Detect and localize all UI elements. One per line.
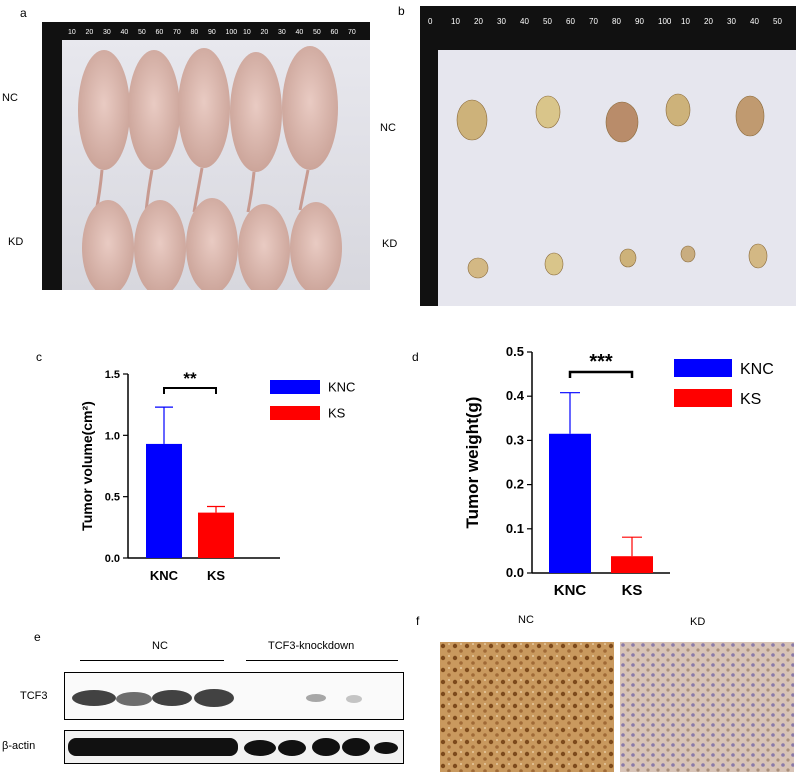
row-label-kd-a: KD: [8, 236, 24, 248]
ruler-label: 30: [727, 17, 736, 26]
ruler-label: 60: [566, 17, 575, 26]
x-tick-label: KS: [207, 568, 225, 583]
ruler-label: 40: [750, 17, 759, 26]
ruler-label: 60: [156, 29, 164, 36]
ruler-label: 50: [543, 17, 552, 26]
significance-bracket: [163, 387, 217, 394]
x-tick-label: KNC: [554, 582, 587, 599]
ihc-image-nc: [440, 642, 614, 772]
ruler-label: 70: [173, 29, 181, 36]
y-tick-label: 1.5: [105, 369, 120, 381]
legend-label: KNC: [328, 380, 355, 395]
panel-label-b: b: [398, 4, 405, 18]
ruler-label: 40: [121, 29, 129, 36]
legend-swatch: [270, 380, 320, 394]
y-tick-label: 0.4: [506, 388, 525, 403]
mouse-row-nc: [78, 46, 338, 213]
tumor-row-kd: [467, 243, 768, 279]
ruler-label: 10: [451, 17, 460, 26]
group-line-knockdown: [246, 660, 398, 661]
ruler-label: 100: [226, 29, 238, 36]
ihc-image-kd: [620, 642, 794, 772]
blot-tcf3: [64, 672, 404, 720]
y-axis-label: Tumor volume(cm²): [79, 401, 95, 531]
ruler-label: 80: [191, 29, 199, 36]
ruler-label: 20: [86, 29, 94, 36]
tumor-volume-chart: 0.0 0.5 1.0 1.5 Tumor volume(cm²) KNC KS ** KNC K…: [79, 369, 355, 583]
ruler-label: 50: [313, 29, 321, 36]
horizontal-ruler: [62, 22, 370, 40]
bar-ks: [611, 556, 653, 573]
legend-swatch: [674, 389, 732, 407]
y-tick-label: 1.0: [105, 430, 120, 442]
group-line-nc: [80, 660, 224, 661]
bar-knc: [549, 433, 591, 573]
ruler-label: 100: [658, 17, 672, 26]
y-tick-label: 0.1: [506, 521, 524, 536]
legend-swatch: [674, 359, 732, 377]
horizontal-ruler: [420, 6, 796, 50]
y-tick-label: 0.0: [105, 553, 120, 565]
ruler-label: 0: [428, 17, 433, 26]
vertical-ruler: [42, 22, 62, 290]
row-label-nc-b: NC: [380, 122, 396, 134]
ruler-label: 20: [474, 17, 483, 26]
legend-label: KS: [740, 391, 761, 408]
panel-label-e: e: [34, 630, 41, 644]
mice-photo: 10 20 30 40 50 60 70 80 90 100 10 20 30 40 50 60 70: [42, 22, 370, 290]
ruler-label: 90: [635, 17, 644, 26]
ruler-label: 10: [68, 29, 76, 36]
y-tick-label: 0.3: [506, 432, 524, 447]
bar-knc: [146, 443, 182, 558]
ruler-label: 10: [243, 29, 251, 36]
panel-label-f: f: [416, 614, 420, 628]
ruler-label: 10: [681, 17, 690, 26]
panel-label-c: c: [36, 350, 42, 364]
tumors-photo: 0 10 20 30 40 50 60 70 80 90 100 10 20 30 40 50: [420, 6, 796, 306]
mouse-row-kd: [82, 198, 342, 290]
panel-label-a: a: [20, 6, 27, 20]
blot-label-actin: β-actin: [2, 740, 36, 752]
ruler-label: 30: [103, 29, 111, 36]
ruler-label: 80: [612, 17, 621, 26]
bar-ks: [198, 512, 234, 558]
ruler-label: 30: [497, 17, 506, 26]
group-label-nc: NC: [152, 640, 168, 652]
vertical-ruler: [420, 50, 438, 306]
blot-label-tcf3: TCF3: [20, 690, 48, 702]
y-axis-label: Tumor weight(g): [463, 397, 482, 529]
ruler-label: 50: [138, 29, 146, 36]
panel-label-d: d: [412, 350, 419, 364]
ruler-label: 90: [208, 29, 216, 36]
x-tick-label: KNC: [150, 568, 179, 583]
y-tick-label: 0.0: [506, 565, 524, 580]
row-label-kd-b: KD: [382, 238, 398, 250]
significance-label: ***: [589, 351, 613, 373]
ruler-label: 40: [296, 29, 304, 36]
ruler-label: 20: [704, 17, 713, 26]
y-tick-label: 0.5: [105, 492, 120, 504]
group-label-knockdown: TCF3-knockdown: [268, 640, 355, 652]
ruler-label: 70: [348, 29, 356, 36]
ihc-label-kd: KD: [690, 616, 706, 628]
y-tick-label: 0.2: [506, 477, 524, 492]
x-tick-label: KS: [622, 582, 643, 599]
ruler-label: 20: [261, 29, 269, 36]
ruler-label: 50: [773, 17, 782, 26]
tumor-weight-chart: 0.0 0.1 0.2 0.3 0.4 0.5 Tumor weight(g) KNC KS **…: [463, 344, 774, 599]
row-label-nc-a: NC: [2, 92, 18, 104]
blot-actin: [64, 730, 404, 764]
significance-label: **: [183, 369, 197, 388]
significance-bracket: [568, 370, 634, 378]
tumor-row-nc: [456, 93, 765, 143]
ruler-label: 60: [331, 29, 339, 36]
ruler-label: 40: [520, 17, 529, 26]
y-tick-label: 0.5: [506, 344, 524, 359]
ruler-label: 30: [278, 29, 286, 36]
legend-label: KS: [328, 406, 346, 421]
ihc-label-nc: NC: [518, 614, 534, 626]
ruler-label: 70: [589, 17, 598, 26]
legend-label: KNC: [740, 361, 774, 378]
legend-swatch: [270, 406, 320, 420]
